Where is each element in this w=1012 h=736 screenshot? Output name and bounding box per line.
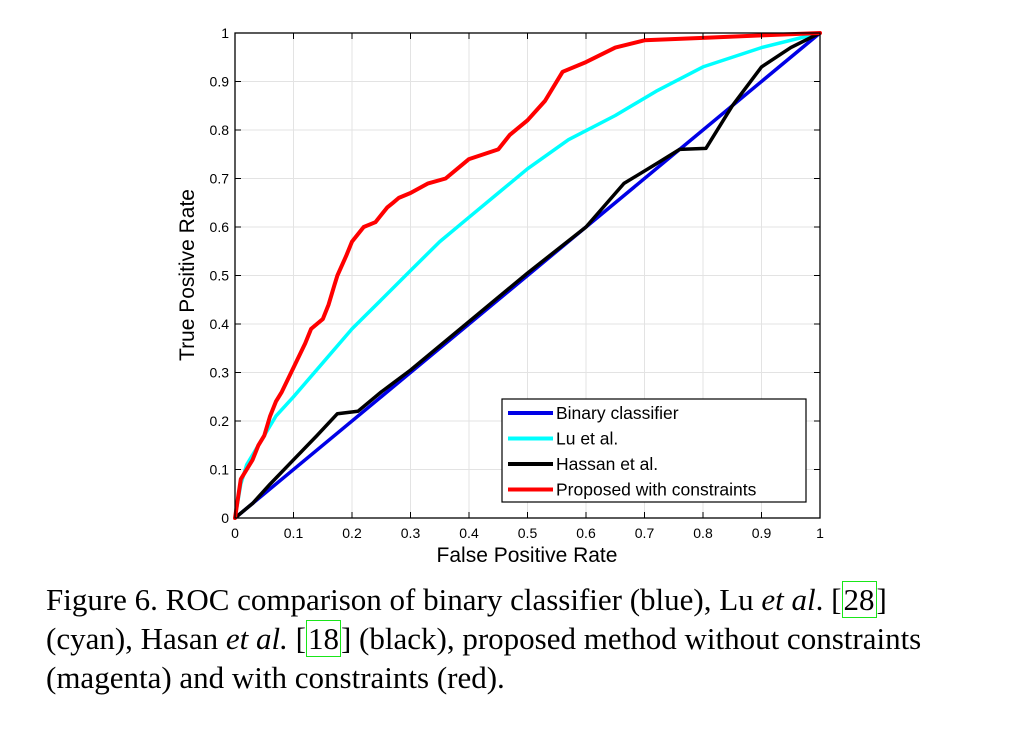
series-line-binary-classifier <box>233 31 822 520</box>
citation-18-number[interactable]: 18 <box>305 620 341 657</box>
citation-28-open: [ <box>831 582 842 617</box>
legend-box <box>501 398 807 503</box>
x-tick-label: 0.8 <box>693 525 713 541</box>
series-line-proposed-with-constraints <box>233 31 822 520</box>
legend-label-lu-et-al: Lu et al. <box>556 429 618 449</box>
legend-label-proposed-with-constraints: Proposed with constraints <box>556 480 757 500</box>
caption-et-al-1-period: . <box>815 582 824 617</box>
caption-suffix: (black), proposed method without constra… <box>46 621 922 695</box>
caption-space <box>288 621 296 656</box>
x-tick-label: 0.2 <box>342 525 362 541</box>
citation-28[interactable]: [28] <box>831 581 887 618</box>
series-layer <box>233 31 822 520</box>
citation-28-number[interactable]: 28 <box>841 581 877 618</box>
caption-et-al-1: et al <box>761 582 816 617</box>
y-tick-label: 0.7 <box>210 171 230 187</box>
y-tick-label: 0.8 <box>210 122 230 138</box>
plot-frame <box>234 32 821 519</box>
roc-chart: 0 0.1 0.2 0.3 0.4 0.5 0.6 0.7 0.8 0.9 1 0 0.1 0.2 0.3 0… <box>176 25 825 567</box>
x-axis-title: False Positive Rate <box>437 544 618 567</box>
y-tick-label: 0.3 <box>210 365 230 381</box>
y-tick-label: 0.5 <box>210 268 230 284</box>
y-tick-label: 0.9 <box>210 74 230 90</box>
y-tick-label: 0.1 <box>210 462 230 478</box>
y-tick-label: 1 <box>221 25 229 41</box>
y-tick-label: 0.4 <box>210 316 230 332</box>
citation-18[interactable]: [18] <box>295 620 352 657</box>
x-tick-label: 0.5 <box>518 525 538 541</box>
axis-ticks: 0 0.1 0.2 0.3 0.4 0.5 0.6 0.7 0.8 0.9 1 0 0.1 0.2 0.3 0… <box>210 25 825 541</box>
legend-entries: Binary classifier Lu et al. Hassan et al. P… <box>508 403 757 500</box>
x-tick-label: 1 <box>816 525 824 541</box>
legend: Binary classifier Lu et al. Hassan et al. P… <box>501 398 807 503</box>
x-tick-label: 0.9 <box>752 525 772 541</box>
citation-28-close: ] <box>876 582 887 617</box>
legend-label-hassan-et-al: Hassan et al. <box>556 454 658 474</box>
caption-et-al-2: et al. <box>225 621 288 656</box>
y-tick-label: 0 <box>221 510 229 526</box>
figure-caption: Figure 6. ROC comparison of binary class… <box>46 580 966 697</box>
caption-mid-1: (cyan), Hasan <box>46 621 226 656</box>
legend-label-binary-classifier: Binary classifier <box>556 403 679 423</box>
x-tick-label: 0.6 <box>576 525 596 541</box>
citation-18-open: [ <box>295 621 306 656</box>
y-tick-label: 0.6 <box>210 219 230 235</box>
y-tick-label: 0.2 <box>210 413 230 429</box>
x-tick-label: 0.4 <box>459 525 479 541</box>
caption-prefix: Figure 6. ROC comparison of binary class… <box>46 582 762 617</box>
x-tick-label: 0.1 <box>284 525 304 541</box>
citation-18-close: ] <box>340 621 352 656</box>
x-tick-label: 0 <box>231 525 239 541</box>
x-tick-label: 0.7 <box>635 525 655 541</box>
series-line-hassan-et-al <box>233 31 822 520</box>
x-tick-label: 0.3 <box>401 525 421 541</box>
y-axis-title: True Positive Rate <box>176 189 199 361</box>
